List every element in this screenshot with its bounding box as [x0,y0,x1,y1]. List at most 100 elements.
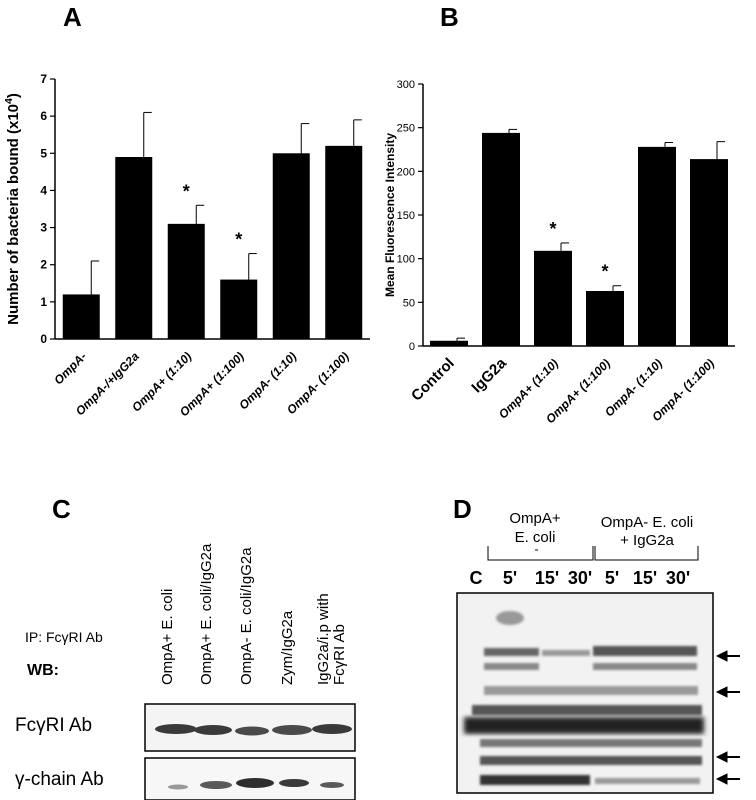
band [320,782,344,788]
lane-labels-c: OmpA+ E. coli OmpA+ E. coli/IgG2a OmpA- E.… [159,543,348,685]
arrow-icon [715,650,740,662]
significance-marker: * [549,219,556,239]
band [464,717,704,734]
y-tick-label: 3 [40,221,47,235]
y-axis-label-text: Number of bacteria bound (x10 [5,104,22,325]
lane-label-c: OmpA+ E. coli/IgG2a [198,543,215,685]
group1-line2: E. coli [515,529,556,546]
band [496,611,524,625]
y-tick-label: 0 [40,332,47,346]
band [593,663,697,670]
group1-bracket [487,546,594,561]
row2-label: γ-chain Ab [15,769,104,790]
bar [325,145,363,339]
arrow-icon [715,773,740,785]
bar [586,290,624,346]
arrows-d [715,650,740,785]
y-axis-label-sup: 4 [3,98,15,104]
category-label: IgG2a [468,354,510,396]
band [480,756,702,765]
y-tick-label: 4 [40,183,47,197]
panel-letter-b: B [440,2,459,32]
western-blot-d: OmpA+ E. coli OmpA- E. coli + IgG2a C 5' 1… [456,510,740,794]
band [595,778,700,784]
lane-label-d: C [470,568,483,588]
y-tick-label: 300 [397,79,415,91]
band [312,724,352,734]
bar [220,279,258,339]
bar-chart-b: 0 50 100 150 200 250 300 Mean Fluorescence Inte… [383,79,735,426]
western-blot-c: OmpA+ E. coli OmpA+ E. coli/IgG2a OmpA- E.… [15,543,356,800]
arrow-icon [715,751,740,763]
band [235,726,269,736]
band [194,725,232,735]
significance-marker: * [183,181,190,201]
y-tick-label: 50 [403,297,415,309]
arrow-icon [715,686,740,698]
y-tick-label: 7 [40,72,47,86]
bar [534,250,572,346]
bar [690,159,728,346]
bands-fcgri [155,724,352,736]
lane-label-c: Zym/IgG2a [279,610,296,685]
lane-label-d: 30' [568,568,592,588]
category-label: OmpA- [51,349,89,387]
panel-letter-c: C [52,494,71,524]
lane-label-c: OmpA+ E. coli [159,589,176,685]
panel-letter-d: D [453,494,472,524]
band [168,784,188,790]
band [484,648,539,656]
group2-line2: + IgG2a [620,532,674,549]
band [155,724,197,734]
band [480,775,590,785]
bands-gamma [168,778,344,790]
band [480,739,702,747]
y-tick-label: 250 [397,123,415,135]
lane-label-d: 5' [605,568,619,588]
y-tick-label: 100 [397,254,415,266]
y-tick-label: 1 [40,295,47,309]
lane-label-d: 15' [535,568,559,588]
group2-line1: OmpA- E. coli [601,514,694,531]
lane-label-d: 30' [666,568,690,588]
group2-bracket [594,546,699,561]
bar [482,132,520,346]
bar [167,223,205,339]
ip-label: IP: FcγRI Ab [25,629,103,645]
row1-label: FcγRI Ab [15,715,92,736]
panel-letter-a: A [63,2,82,32]
group1-line1: OmpA+ [509,510,561,527]
band [484,663,539,670]
y-axis-label: Number of bacteria bound (x104) [3,93,22,325]
bar [638,146,676,346]
bands-d [464,611,704,785]
y-axis-label-text: Mean Fluorescence Intensity [383,133,397,297]
lane-label-d: 5' [503,568,517,588]
category-label: Control [408,355,458,405]
lane-labels-d: C 5' 15' 30' 5' 15' 30' [470,568,691,588]
band [279,779,309,787]
lane-label-d: 15' [633,568,657,588]
band [472,705,702,715]
band [236,778,274,788]
bar [272,153,310,339]
band [593,646,697,656]
bar [115,157,153,339]
bar [430,340,468,346]
y-tick-label: 2 [40,258,47,272]
y-tick-label: 6 [40,109,47,123]
significance-marker: * [601,262,608,282]
lane-label-c: IgG2a/i.p with [315,593,332,685]
y-tick-label: 5 [40,146,47,160]
lane-label-c: FcγRI Ab [331,624,348,685]
band [542,650,590,656]
lane-label-c: OmpA- E. coli/IgG2a [238,547,255,685]
significance-marker: * [235,230,242,250]
wb-label: WB: [27,662,59,679]
y-axis-label-end: ) [5,93,22,98]
band [200,781,232,789]
band [272,725,312,735]
bar [62,294,100,339]
y-tick-label: 0 [409,341,415,353]
